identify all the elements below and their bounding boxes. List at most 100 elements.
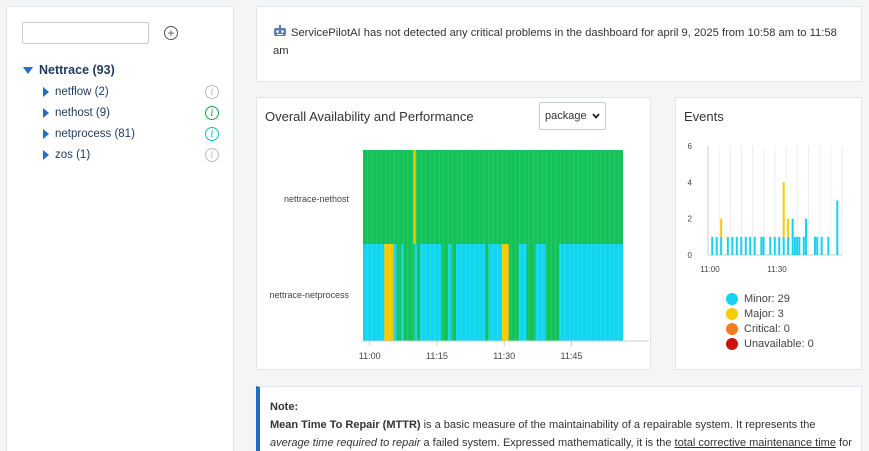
note-heading: Note: [270,401,299,413]
netprocess-minor-bar [363,244,385,341]
info-icon[interactable]: i [205,106,219,120]
legend-label: Unavailable: 0 [744,337,814,350]
nethost-ok-bar [363,150,623,244]
row-label: nettrace-netprocess [269,290,349,300]
tree-root-label: Nettrace (93) [39,63,115,77]
note-link[interactable]: total corrective maintenance time [674,437,836,449]
netprocess-ok-bar [416,244,421,341]
minor-event-bar [740,236,743,255]
netprocess-minor-bar [535,244,546,341]
tree-item-label: netflow (2) [55,86,109,98]
legend-item-critical: Critical: 0 [726,321,814,336]
tree-item-netflow[interactable]: netflow (2) i [43,85,219,99]
chevron-down-icon [592,113,600,119]
tree-item-netprocess[interactable]: netprocess (81) i [43,127,219,141]
note-body: Note: Mean Time To Repair (MTTR) is a bas… [270,398,855,451]
minor-event-bar [749,236,752,255]
minor-event-bar [791,218,794,255]
tree-item-nethost[interactable]: nethost (9) i [43,106,219,120]
major-event-bar [782,182,785,237]
minor-event-bar [813,236,816,255]
tree-item-zos[interactable]: zos (1) i [43,148,219,162]
netprocess-minor-bar [420,244,442,341]
netprocess-minor-bar [559,244,624,341]
minor-event-bar [715,236,718,255]
events-panel: Events 0 2 4 6 11:00 11:30 Minor: 29 Major: 3… [675,97,862,370]
info-icon[interactable]: i [205,85,219,99]
minor-event-bar [726,236,729,255]
netprocess-minor-bar [518,244,527,341]
legend-label: Minor: 29 [744,292,790,305]
sidebar: + Nettrace (93) netflow (2) i nethost (9… [6,6,234,451]
info-icon[interactable]: i [205,148,219,162]
note-text: is a basic measure of the maintainabilit… [420,419,816,431]
minor-event-bar [798,236,801,255]
minor-event-bar [731,236,734,255]
note-term: Mean Time To Repair (MTTR) [270,419,421,431]
legend-label: Major: 3 [744,307,784,320]
caret-right-icon [43,87,49,97]
minor-event-bar [782,236,785,255]
events-legend: Minor: 29 Major: 3 Critical: 0 Unavailab… [726,291,814,351]
x-tick-label: 11:00 [359,351,381,361]
banner-message: ServicePilotAI has not detected any crit… [273,27,837,57]
minor-event-bar [769,236,772,255]
minor-event-bar [760,236,763,255]
note-emphasis: average time required to repair [270,437,421,449]
netprocess-minor-bar [488,244,503,341]
legend-item-major: Major: 3 [726,306,814,321]
plus-icon: + [167,26,175,40]
minor-event-bar [802,236,805,255]
major-event-bar [720,218,723,237]
legend-dot [726,337,738,350]
tree-root-nettrace[interactable]: Nettrace (93) [23,63,115,77]
events-chart: 0 2 4 6 11:00 11:30 [688,142,843,274]
note-text: a failed system. Expressed mathematicall… [420,437,675,449]
netprocess-major-bar [384,244,394,341]
legend-dot [726,292,738,305]
minor-event-bar [787,236,790,255]
package-select-value: package [545,110,587,122]
caret-right-icon [43,108,49,118]
netprocess-ok-bar [526,244,536,341]
availability-panel: Overall Availability and Performance pac… [256,97,651,370]
netprocess-major-bar [501,244,509,341]
tree-item-label: zos (1) [55,149,91,161]
netprocess-minor-bar [393,244,397,341]
minor-event-bar [816,236,819,255]
minor-event-bar [793,236,796,255]
x-tick-label: 11:15 [426,351,448,361]
minor-event-bar [735,236,738,255]
netprocess-ok-bar [545,244,560,341]
x-tick-label: 11:30 [767,265,787,274]
legend-dot [726,307,738,320]
netprocess-minor-bar [401,244,404,341]
robot-icon [274,25,286,36]
netprocess-minor-bar [414,244,417,341]
tree-item-label: nethost (9) [55,107,110,119]
x-tick-label: 11:45 [561,351,583,361]
package-select[interactable]: package [539,102,606,130]
minor-event-bar [711,236,714,255]
nethost-major-bar [413,150,416,244]
netprocess-ok-bar [441,244,449,341]
minor-event-bar [820,236,823,255]
netprocess-ok-bar [485,244,489,341]
minor-event-bar [836,200,839,255]
x-tick-label: 11:00 [700,265,720,274]
y-tick-label: 0 [688,251,693,260]
legend-label: Critical: 0 [744,322,790,335]
search-input[interactable] [22,22,149,44]
y-tick-label: 6 [688,142,693,151]
add-button[interactable]: + [164,26,178,40]
availability-title: Overall Availability and Performance [265,109,474,124]
netprocess-minor-bar [448,244,452,341]
legend-item-minor: Minor: 29 [726,291,814,306]
events-title: Events [684,109,724,124]
minor-event-bar [778,236,781,255]
major-event-bar [787,218,790,237]
minor-event-bar [805,218,808,255]
info-icon[interactable]: i [205,127,219,141]
minor-event-bar [753,236,756,255]
netprocess-minor-bar [456,244,486,341]
